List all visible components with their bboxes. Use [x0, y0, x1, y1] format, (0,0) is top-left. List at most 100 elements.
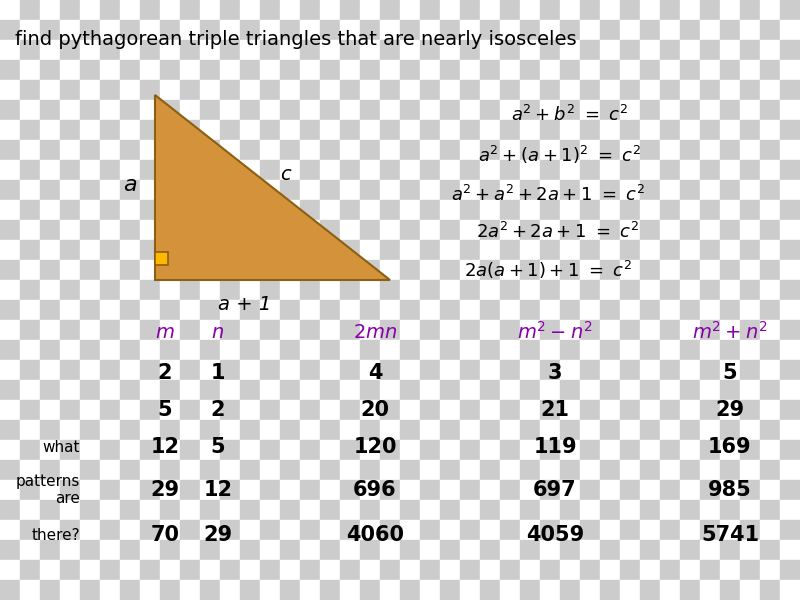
Bar [700, 320, 720, 340]
Bar [140, 480, 160, 500]
Bar [280, 440, 300, 460]
Bar [680, 40, 700, 60]
Bar [580, 60, 600, 80]
Bar [700, 240, 720, 260]
Text: 696: 696 [353, 480, 397, 500]
Bar [360, 400, 380, 420]
Bar [200, 260, 220, 280]
Bar [160, 260, 180, 280]
Bar [440, 160, 460, 180]
Bar [400, 120, 420, 140]
Bar [100, 580, 120, 600]
Text: 29: 29 [203, 525, 233, 545]
Bar [0, 180, 20, 200]
Bar [340, 320, 360, 340]
Bar [200, 0, 220, 20]
Bar [220, 320, 240, 340]
Bar [680, 260, 700, 280]
Bar [240, 40, 260, 60]
Bar [140, 100, 160, 120]
Bar [720, 380, 740, 400]
Bar [240, 400, 260, 420]
Bar [440, 240, 460, 260]
Bar [600, 100, 620, 120]
Bar [100, 300, 120, 320]
Bar [40, 180, 60, 200]
Bar [380, 560, 400, 580]
Bar [740, 20, 760, 40]
Bar [520, 80, 540, 100]
Bar [0, 500, 20, 520]
Bar [600, 540, 620, 560]
Bar [380, 80, 400, 100]
Bar [140, 180, 160, 200]
Bar [700, 140, 720, 160]
Bar [500, 140, 520, 160]
Bar [660, 520, 680, 540]
Bar [520, 220, 540, 240]
Bar [640, 220, 660, 240]
Bar [0, 160, 20, 180]
Bar [760, 580, 780, 600]
Bar [360, 360, 380, 380]
Bar [720, 220, 740, 240]
Bar [220, 420, 240, 440]
Bar [240, 140, 260, 160]
Bar [380, 420, 400, 440]
Bar [260, 40, 280, 60]
Bar [300, 200, 320, 220]
Bar [460, 100, 480, 120]
Bar [500, 0, 520, 20]
Bar [20, 380, 40, 400]
Bar [280, 160, 300, 180]
Bar [780, 460, 800, 480]
Text: $2a^2 + 2a + 1\ =\ c^2$: $2a^2 + 2a + 1\ =\ c^2$ [477, 222, 639, 242]
Bar [640, 80, 660, 100]
Text: 697: 697 [533, 480, 577, 500]
Bar [40, 200, 60, 220]
Bar [300, 280, 320, 300]
Bar [240, 100, 260, 120]
Bar [300, 440, 320, 460]
Bar [540, 400, 560, 420]
Bar [600, 580, 620, 600]
Bar [260, 380, 280, 400]
Bar [700, 200, 720, 220]
Bar [120, 20, 140, 40]
Bar [540, 320, 560, 340]
Bar [40, 40, 60, 60]
Bar [760, 300, 780, 320]
Bar [160, 540, 180, 560]
Bar [280, 400, 300, 420]
Bar [80, 540, 100, 560]
Bar [660, 280, 680, 300]
Bar [360, 540, 380, 560]
Bar [180, 160, 200, 180]
Bar [340, 40, 360, 60]
Bar [180, 460, 200, 480]
Bar [0, 280, 20, 300]
Bar [360, 340, 380, 360]
Bar [380, 200, 400, 220]
Bar [340, 80, 360, 100]
Bar [540, 0, 560, 20]
Bar [600, 380, 620, 400]
Bar [140, 20, 160, 40]
Bar [320, 120, 340, 140]
Bar [100, 200, 120, 220]
Bar [420, 580, 440, 600]
Bar [340, 0, 360, 20]
Text: 20: 20 [361, 400, 390, 420]
Bar [280, 0, 300, 20]
Bar [760, 340, 780, 360]
Bar [0, 540, 20, 560]
Bar [20, 580, 40, 600]
Bar [120, 0, 140, 20]
Bar [560, 300, 580, 320]
Bar [60, 320, 80, 340]
Bar [320, 200, 340, 220]
Bar [280, 200, 300, 220]
Bar [700, 60, 720, 80]
Bar [500, 280, 520, 300]
Bar [240, 320, 260, 340]
